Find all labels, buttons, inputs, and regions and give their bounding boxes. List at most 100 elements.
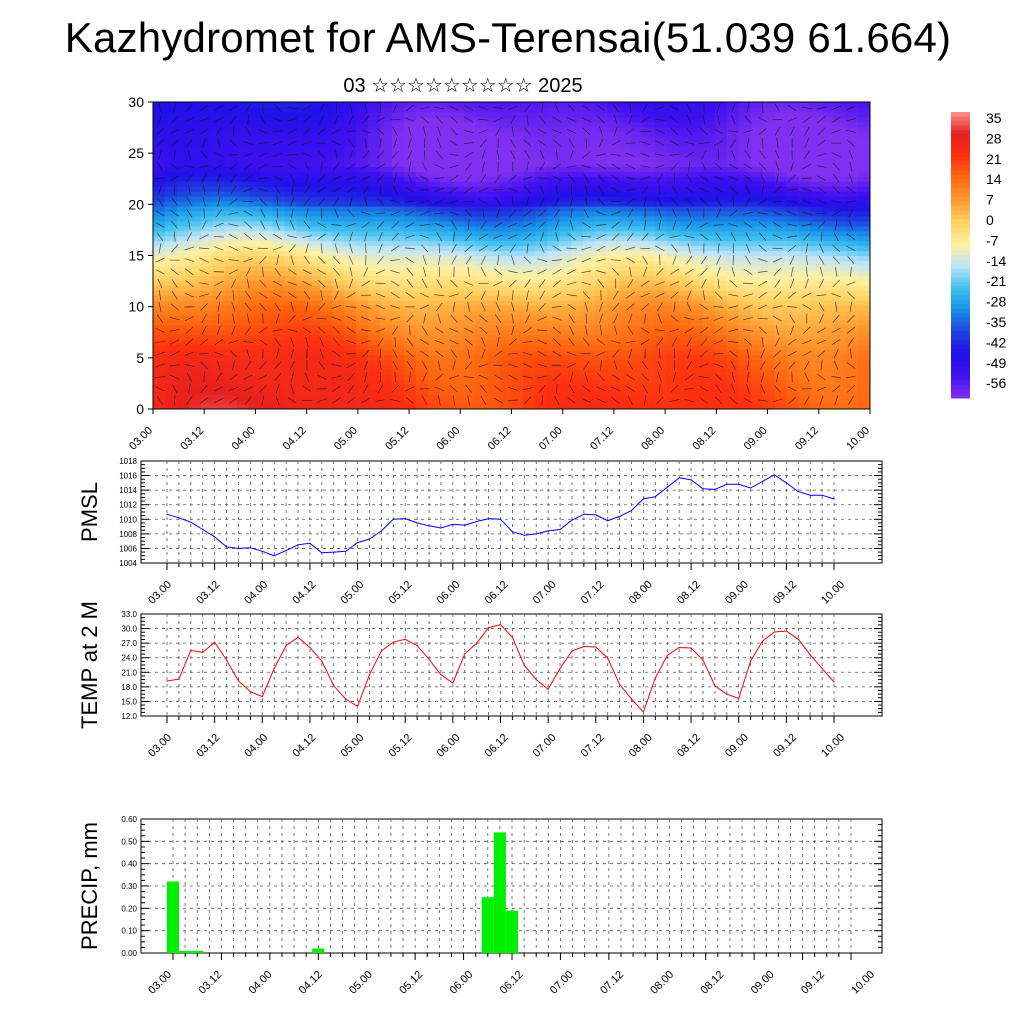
series-point-1 (833, 498, 835, 500)
ytick-label-1: 1008 (119, 530, 137, 539)
series-point-2 (773, 631, 776, 633)
series-point-2 (237, 680, 240, 682)
xtick-label-3: 04.12 (297, 969, 325, 997)
series-point-1 (488, 518, 490, 520)
series-point-1 (249, 547, 251, 549)
ytick-label-1: 1010 (119, 515, 137, 524)
colorbar-label: 28 (986, 130, 1002, 146)
xtick-label-1: 04.00 (242, 579, 270, 607)
xtick-label-2: 09.00 (723, 732, 751, 760)
series-point-2 (797, 638, 799, 640)
series-point-1 (821, 494, 823, 496)
series-point-1 (785, 482, 788, 484)
xtick-label-3: 09.12 (799, 969, 827, 997)
xtick-label-3: 03.00 (146, 969, 174, 997)
series-point-2 (440, 674, 442, 676)
series-point-1 (583, 513, 585, 515)
xtick-label-3: 09.00 (749, 969, 777, 997)
colorbar-label: -35 (986, 314, 1006, 330)
ytick-label-3: 0.60 (121, 815, 137, 824)
colorbar-label: -14 (986, 253, 1006, 269)
xtick-label-1: 09.00 (723, 579, 751, 607)
series-point-2 (464, 653, 466, 655)
colorbar-label: 35 (986, 110, 1002, 126)
series-point-2 (166, 680, 168, 682)
series-point-2 (654, 677, 656, 679)
xtick-label-3: 08.12 (699, 969, 727, 997)
series-point-2 (357, 705, 359, 707)
series-point-2 (321, 660, 323, 662)
heatmap-xtick-label: 05.12 (383, 425, 411, 453)
heatmap-xtick-label: 10.00 (844, 425, 872, 453)
heatmap-xtick-label: 06.12 (486, 425, 514, 453)
series-point-2 (738, 697, 740, 700)
series-point-1 (357, 542, 359, 544)
series-point-1 (511, 531, 513, 533)
panel-frame-1 (140, 460, 883, 564)
series-point-2 (285, 645, 287, 647)
heatmap-xtick-label: 08.12 (691, 425, 719, 453)
chart-subtitle: 03 ☆☆☆☆☆☆☆☆☆ 2025 (343, 75, 583, 97)
ylabel-3: PRECIP, mm (77, 822, 102, 950)
panel-frame-2 (140, 613, 883, 717)
series-point-2 (511, 636, 513, 638)
series-point-2 (714, 685, 716, 687)
ytick-label-2: 27.0 (121, 639, 137, 648)
series-point-2 (678, 646, 680, 649)
ytick-label-1: 1006 (119, 544, 137, 553)
xtick-label-3: 06.12 (498, 969, 526, 997)
series-point-2 (666, 654, 668, 656)
heatmap-ytick-label: 0 (136, 401, 144, 417)
series-point-2 (595, 646, 597, 648)
series-point-2 (821, 667, 823, 670)
series-point-2 (523, 664, 525, 667)
heatmap-xtick-label: 04.12 (281, 425, 309, 453)
ytick-label-2: 33.0 (121, 610, 137, 619)
series-point-2 (380, 650, 382, 652)
series-point-1 (666, 486, 668, 488)
series-point-2 (392, 641, 394, 643)
series-point-1 (273, 555, 275, 557)
colorbar-label: -56 (986, 375, 1006, 391)
panel-grid-1 (141, 461, 882, 563)
series-point-2 (452, 682, 454, 684)
heatmap-xtick-label: 03.00 (127, 425, 155, 453)
series-point-2 (226, 659, 228, 661)
colorbar-label: -28 (986, 294, 1006, 310)
ylabel-2: TEMP at 2 M (77, 601, 102, 729)
heatmap-xtick-label: 09.00 (742, 425, 770, 453)
colorbar: 35 28 21 14 7 0 -7 -14 -21 -28 -35 -42 -49 -56 (951, 110, 1006, 399)
ytick-label-2: 12.0 (121, 712, 137, 721)
pmsl-panel: 1004 1006 1008 1010 1012 1014 1016 1018 03.00 03.… (77, 457, 883, 607)
series-point-1 (607, 520, 609, 522)
series-point-2 (261, 696, 263, 698)
xtick-label-3: 10.00 (849, 969, 877, 997)
ytick-label-3: 0.00 (121, 949, 137, 958)
series-point-1 (714, 488, 716, 490)
xtick-label-2: 07.00 (531, 732, 559, 760)
heatmap-xtick-label: 09.12 (793, 425, 821, 453)
series-point-1 (416, 522, 418, 524)
xtick-label-3: 06.00 (447, 969, 475, 997)
temp-panel: 12.0 15.0 18.0 21.0 24.0 27.0 30.0 33.0 03.00 03.… (77, 601, 883, 760)
series-point-2 (547, 688, 549, 690)
series-point-1 (630, 509, 633, 512)
series-point-2 (726, 693, 728, 695)
xtick-label-1: 07.12 (579, 579, 607, 607)
heatmap-ytick-label: 30 (128, 94, 144, 110)
series-point-1 (237, 547, 240, 550)
panel-grid-2 (141, 614, 882, 716)
series-point-1 (404, 518, 406, 520)
heatmap-ytick-label: 15 (128, 248, 144, 264)
cross-section-panel: 0 5 10 15 20 25 30 03.00 03.12 04.00 04.12 05.00 05.… (127, 94, 872, 453)
colorbar-label: 0 (986, 212, 994, 228)
xtick-label-1: 08.00 (627, 579, 655, 607)
series-point-1 (726, 483, 728, 485)
series-point-1 (773, 474, 776, 476)
series-point-2 (833, 681, 835, 683)
series-point-2 (416, 645, 418, 647)
series-point-1 (190, 521, 192, 523)
ytick-label-2: 15.0 (121, 697, 137, 706)
series-point-1 (214, 536, 216, 538)
